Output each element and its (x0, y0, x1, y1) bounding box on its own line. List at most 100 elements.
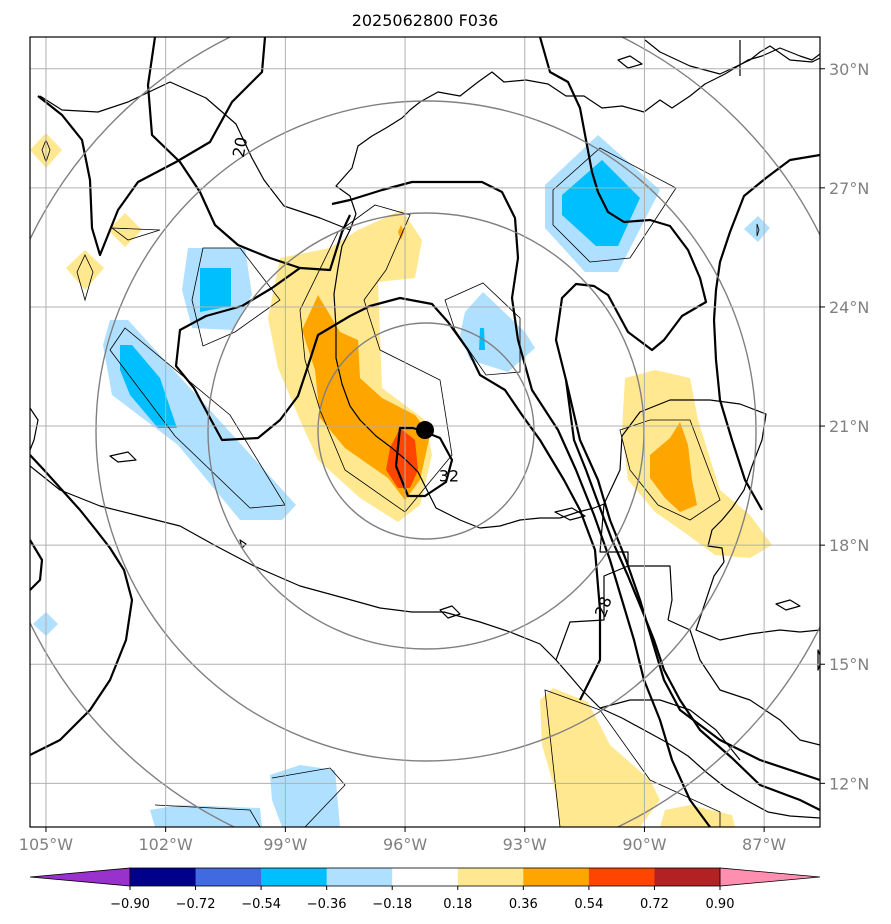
island-5 (239, 539, 247, 549)
colorbar-tick-label-4: −0.18 (372, 897, 412, 912)
lat-tick-label-0: 30°N (829, 60, 869, 79)
island-2 (554, 507, 586, 521)
contour-gulf-big (331, 180, 520, 341)
lon-tick-label-2: 99°W (263, 835, 307, 854)
lat-tick-label-5: 15°N (829, 655, 869, 674)
lon-tick-label-1: 102°W (138, 835, 193, 854)
colorbar-tick-label-8: 0.72 (640, 897, 669, 912)
colorbar-tick-label-0: −0.90 (110, 897, 150, 912)
colorbar: −0.90 −0.72 −0.54 −0.36 −0.18 0.18 0.36 0.54 0.7… (29, 867, 821, 912)
contour-label-20: 20 (229, 136, 251, 159)
pos-anomaly-central-america (540, 688, 660, 827)
yucatan-coast (603, 399, 767, 563)
guatemala-border (555, 503, 629, 661)
pos-anomaly-yucatan (622, 370, 772, 558)
island-4 (109, 451, 137, 463)
cuba-outline (644, 39, 820, 75)
island-3 (439, 605, 461, 619)
lon-tick-label-4: 93°W (503, 835, 547, 854)
contour-south-west-big (30, 454, 134, 756)
pos-anomaly-honduras-coast (660, 805, 735, 827)
thin-contour-mexico-west (109, 327, 286, 509)
gridline-layer (30, 37, 820, 827)
coastline-layer (30, 39, 820, 819)
lon-tick-label-6: 87°W (742, 835, 786, 854)
contour-east-inner (564, 379, 820, 782)
colorbar-bin-3 (326, 868, 393, 886)
thin-contour-yucatan (619, 419, 721, 521)
contour-28 (516, 339, 711, 827)
gulf-coast (39, 47, 820, 231)
island-7 (817, 649, 820, 671)
shaded-field-layer (30, 133, 772, 827)
colorbar-tick-label-9: 0.90 (706, 897, 735, 912)
thin-contour-south (271, 767, 346, 827)
central-america-caribbean-coast (695, 561, 820, 641)
colorbar-tick-label-6: 0.36 (509, 897, 538, 912)
lon-tick-layer: 105°W 102°W 99°W 96°W 93°W 90°W 87°W (19, 827, 786, 854)
contour-20 (146, 37, 351, 272)
colorbar-bin-2 (261, 868, 328, 886)
lon-tick-label-5: 90°W (622, 835, 666, 854)
neg-anomaly-central-gulf (460, 292, 535, 372)
pacific-coast (30, 465, 820, 819)
lat-tick-label-6: 12°N (829, 774, 869, 793)
baja-coast (30, 407, 39, 451)
figure-title: 2025062800 F036 (352, 11, 499, 30)
mexico-gulf-coast (333, 229, 605, 529)
thin-contour-spot-3 (76, 254, 94, 302)
thin-contour-southwest (154, 804, 261, 827)
neg-core-sierra (200, 268, 231, 312)
neg-anomaly-southwest (150, 805, 262, 827)
neg-core-gulf-north (562, 160, 640, 246)
thin-contour-sierra (191, 247, 281, 347)
pos-core-small (398, 225, 404, 240)
neg-anomaly-south (270, 765, 340, 827)
colorbar-tick-label-2: −0.54 (241, 897, 281, 912)
thick-contour-layer (30, 37, 820, 827)
salvador-border (599, 699, 741, 761)
colorbar-frame (129, 867, 721, 887)
colorbar-tick-label-7: 0.54 (574, 897, 603, 912)
thin-contour-gulf-north (552, 147, 677, 263)
contour-east-loop (538, 37, 820, 811)
pos-core-yucatan (650, 422, 697, 512)
lat-tick-layer: 30°N 27°N 24°N 21°N 18°N 15°N 12°N (820, 60, 869, 793)
range-ring-outer (95, 100, 757, 762)
neg-core-mexico-west (120, 345, 177, 428)
thin-contour-central-america (544, 689, 721, 827)
lat-tick-label-3: 21°N (829, 417, 869, 436)
contour-inner-west (174, 267, 602, 701)
belize-border (628, 565, 673, 621)
lat-tick-label-1: 27°N (829, 179, 869, 198)
contour-far-east (712, 153, 820, 511)
range-ring-inner (317, 322, 535, 540)
contour-west-loop (37, 37, 267, 257)
map-frame (29, 36, 821, 828)
honduras-border (667, 619, 820, 746)
colorbar-bin-0 (130, 868, 197, 886)
pos-max-main (386, 428, 418, 488)
island-6 (775, 599, 801, 611)
colorbar-bin-5 (457, 868, 524, 886)
colorbar-tick-label-5: 0.18 (443, 897, 472, 912)
colorbar-bin-4 (392, 868, 459, 886)
colorbar-bin-8 (654, 868, 721, 886)
thin-contour-spot-2 (110, 227, 161, 241)
thin-contour-spot-4 (756, 223, 760, 237)
colorbar-bin-1 (195, 868, 262, 886)
contour-southwest (30, 539, 44, 591)
colorbar-tick-label-3: −0.36 (307, 897, 347, 912)
colorbar-extend-high (719, 867, 821, 887)
island-1 (617, 55, 643, 69)
lat-tick-label-4: 18°N (829, 536, 869, 555)
storm-center-marker (416, 421, 434, 440)
pos-anomaly-small-3 (66, 250, 104, 290)
lon-tick-label-3: 96°W (383, 835, 427, 854)
contour-label-32: 32 (439, 467, 459, 486)
colorbar-tick-label-1: −0.72 (176, 897, 216, 912)
lat-tick-label-2: 24°N (829, 298, 869, 317)
colorbar-extend-low (29, 867, 131, 887)
colorbar-bin-7 (588, 868, 655, 886)
